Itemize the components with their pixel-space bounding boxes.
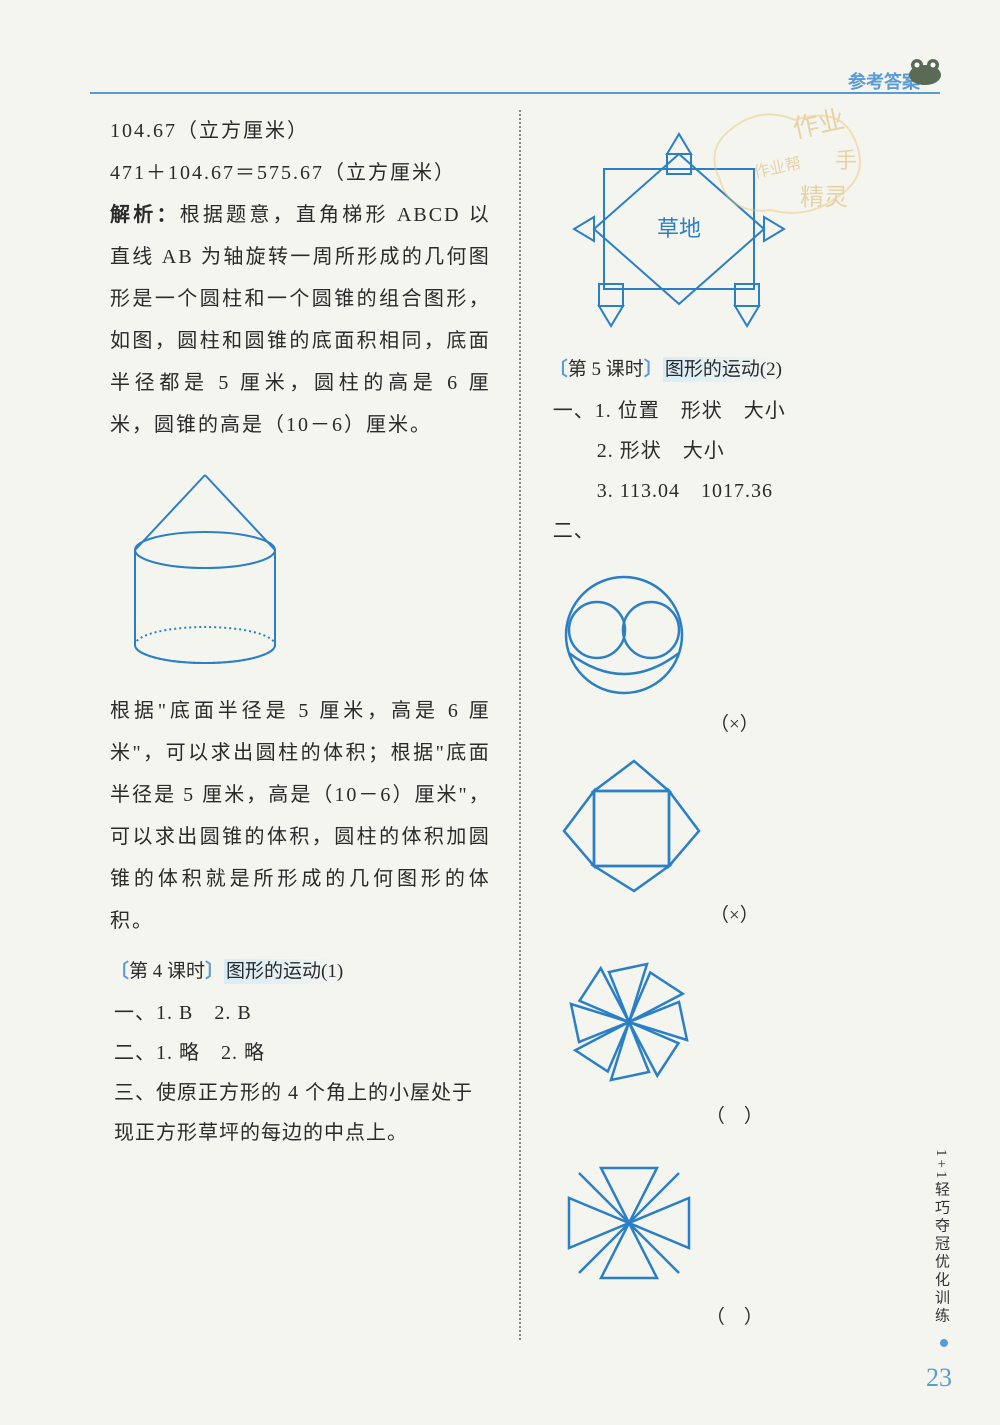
lesson-5-heading: 〔第 5 课时〕图形的运动(2)	[549, 354, 920, 381]
lesson5-title: 图形的运动(2)	[663, 357, 788, 382]
lesson4-title: 图形的运动(1)	[224, 959, 349, 984]
cylinder-cone-figure	[110, 460, 491, 670]
page-number: 23	[926, 1363, 952, 1393]
figure-square-triangles: （×）	[549, 756, 920, 927]
castle-label: 草地	[657, 216, 701, 241]
left-column: 104.67（立方厘米） 471＋104.67＝575.67（立方厘米） 解析：…	[110, 110, 491, 1349]
r-ans-2: 2. 形状 大小	[597, 431, 920, 471]
r-ans-3: 3. 113.04 1017.36	[597, 471, 920, 511]
lesson-4-heading: 〔第 4 课时〕图形的运动(1)	[110, 956, 491, 983]
svg-text:作业: 作业	[790, 105, 847, 144]
watermark: 作业 手 作业帮 精灵	[700, 100, 870, 240]
mark-3: （ ）	[549, 1101, 920, 1128]
header-rule	[90, 92, 940, 94]
mark-4: （ ）	[549, 1302, 920, 1329]
svg-text:作业帮: 作业帮	[752, 154, 803, 182]
analysis-label: 解析：	[110, 204, 180, 226]
lesson5-tag: 第 5 课时	[568, 359, 644, 380]
analysis-para-2: 根据"底面半径是 5 厘米，高是 6 厘米"，可以求出圆柱的体积；根据"底面半径…	[110, 690, 491, 942]
mascot-icon	[905, 55, 945, 87]
r-ans-1: 一、1. 位置 形状 大小	[553, 391, 920, 431]
bracket-left-icon: 〔	[110, 961, 129, 982]
side-dot-icon	[940, 1339, 948, 1347]
ans-3: 三、使原正方形的 4 个角上的小屋处于现正方形草坪的每边的中点上。	[114, 1073, 491, 1153]
bracket-left-icon: 〔	[549, 359, 568, 380]
bracket-right-icon: 〕	[205, 961, 224, 982]
mark-2: （×）	[549, 900, 920, 927]
figure-pinwheel-x: （ ）	[549, 947, 920, 1128]
right-column: 草地 〔第 5 课时〕图形的运动(2) 一、1. 位置 形状 大小 2. 形状 …	[549, 110, 920, 1349]
ans-1: 一、1. B 2. B	[114, 993, 491, 1033]
svg-text:手: 手	[835, 148, 857, 173]
calc-line-2: 471＋104.67＝575.67（立方厘米）	[110, 152, 491, 194]
side-book-title: 1+1轻巧夺冠优化训练	[931, 1149, 952, 1325]
mark-1: （×）	[549, 709, 920, 736]
lesson4-tag: 第 4 课时	[129, 961, 205, 982]
figure-two-circles: （×）	[549, 565, 920, 736]
column-divider	[519, 110, 521, 1340]
r-ans-4: 二、	[553, 511, 920, 551]
svg-text:精灵: 精灵	[800, 184, 848, 211]
bracket-right-icon: 〕	[644, 359, 663, 380]
figure-pinwheel-plus: （ ）	[549, 1148, 920, 1329]
analysis-para: 解析：根据题意，直角梯形 ABCD 以直线 AB 为轴旋转一周所形成的几何图形是…	[110, 194, 491, 446]
ans-2: 二、1. 略 2. 略	[114, 1033, 491, 1073]
calc-line-1: 104.67（立方厘米）	[110, 110, 491, 152]
analysis-text: 根据题意，直角梯形 ABCD 以直线 AB 为轴旋转一周所形成的几何图形是一个圆…	[110, 204, 491, 436]
